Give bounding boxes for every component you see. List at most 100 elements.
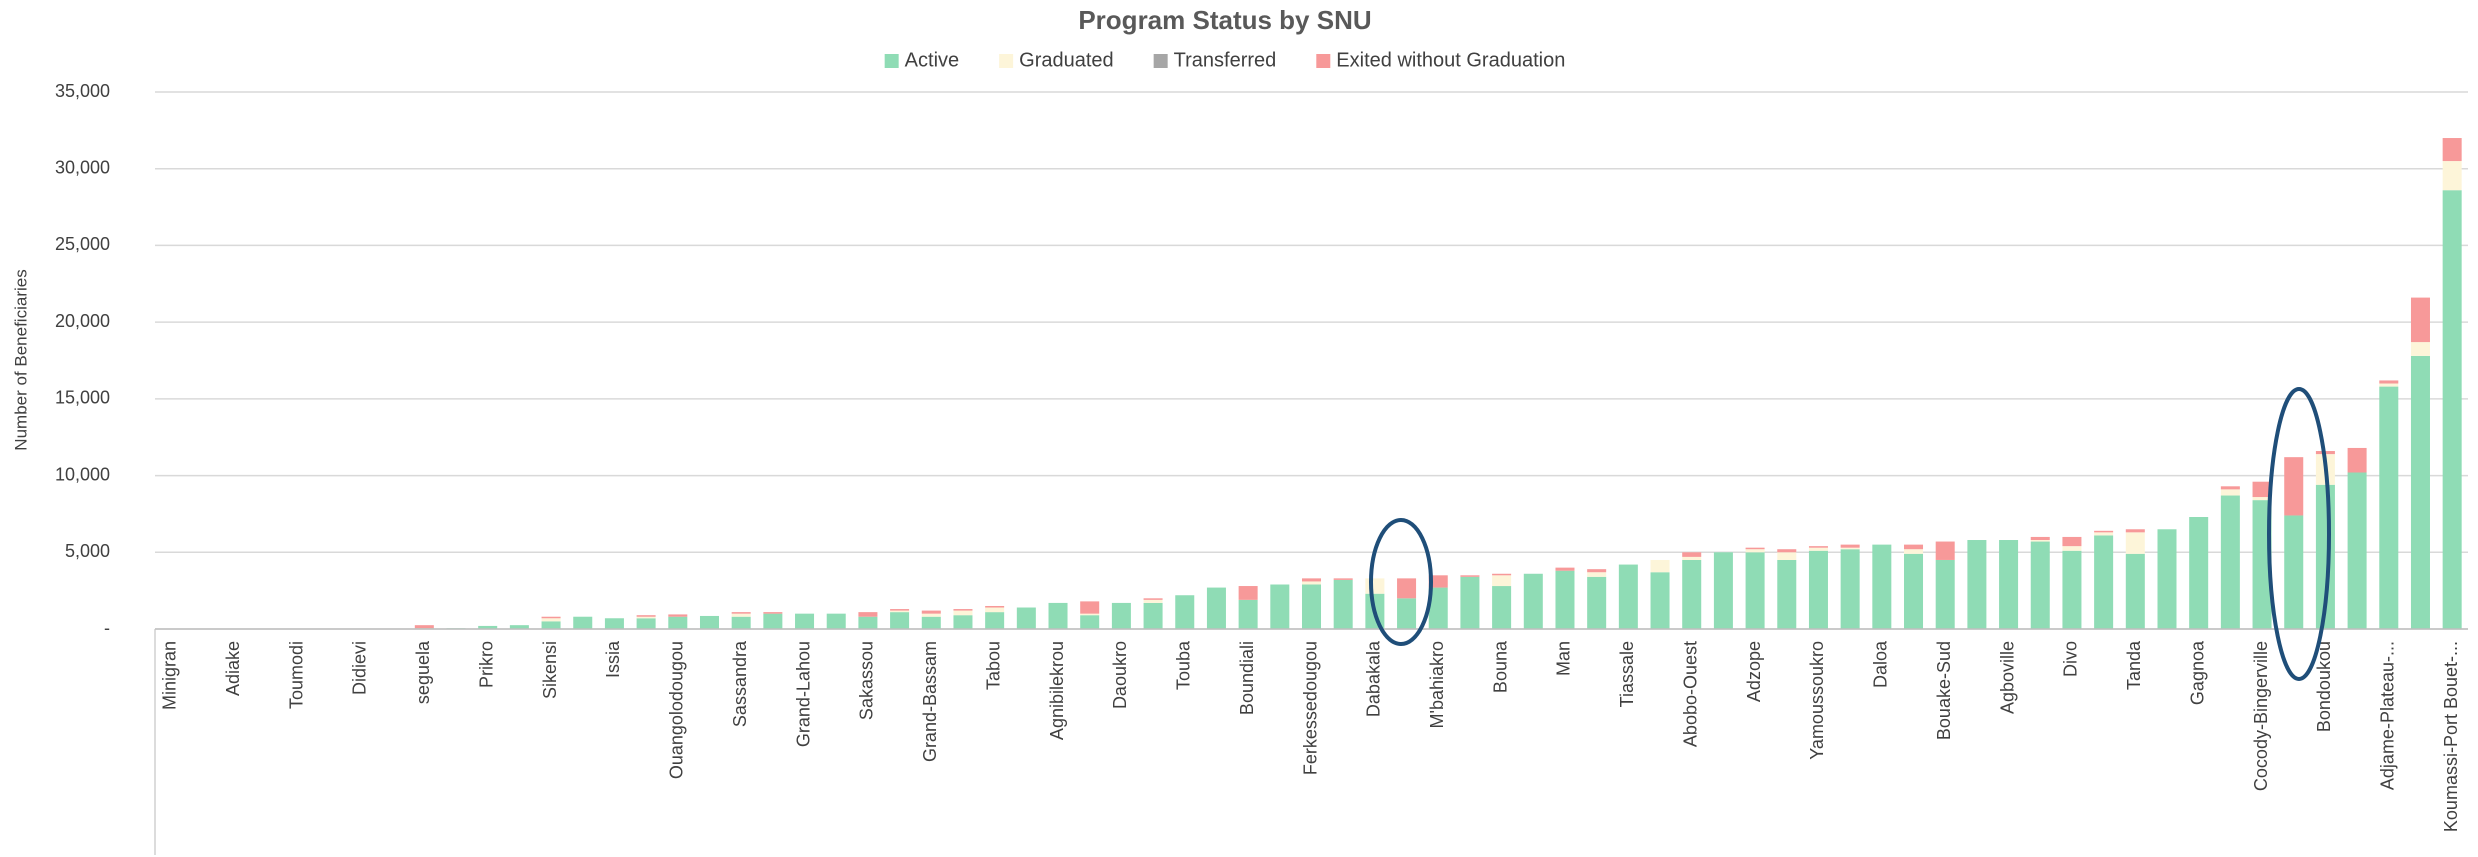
x-tick-label: Touba	[1174, 640, 1194, 690]
bar-segment	[1713, 552, 1733, 629]
bar-segment	[541, 618, 561, 622]
bar-segment	[1428, 575, 1448, 588]
bar-segment	[826, 613, 846, 629]
x-tick-label: Ouangolodougou	[667, 641, 687, 779]
bar-segment	[1460, 576, 1480, 629]
x-tick-label: Grand-Lahou	[793, 641, 813, 747]
bar-segment	[2030, 540, 2050, 542]
bar-segment	[731, 616, 751, 629]
x-tick-label: Tiassale	[1617, 641, 1637, 707]
bar-segment	[890, 610, 910, 613]
bar-segment	[1935, 559, 1955, 629]
bar-segment	[1777, 559, 1797, 629]
bar-segment	[1175, 595, 1195, 629]
bar-segment	[1238, 586, 1258, 600]
bar-segment	[636, 615, 656, 617]
bar-segment	[2220, 486, 2240, 490]
bar-segment	[1523, 573, 1543, 629]
bar-segment	[731, 613, 751, 617]
highlight-circle	[2267, 387, 2331, 681]
bar-segment	[2125, 532, 2145, 554]
bar-segment	[953, 615, 973, 629]
bar-segment	[2062, 550, 2082, 629]
x-tick-label: Koumassi-Port Bouet-...	[2441, 641, 2461, 832]
legend-label: Active	[905, 49, 959, 71]
x-tick-label: Tabou	[983, 641, 1003, 690]
bar-segment	[2379, 383, 2399, 387]
bar-segment	[731, 612, 751, 614]
y-tick-label: 10,000	[55, 464, 110, 484]
bar-segment	[1904, 544, 1924, 550]
bar-segment	[1333, 579, 1353, 629]
x-tick-label: Abobo-Ouest	[1680, 641, 1700, 747]
bar-segment	[921, 613, 941, 617]
bar-segment	[668, 614, 688, 617]
bar-segment	[921, 610, 941, 614]
bar-segment	[573, 616, 593, 629]
y-tick-label: 25,000	[55, 234, 110, 254]
bar-segment	[668, 616, 688, 629]
highlight-circle	[1369, 518, 1433, 646]
bar-segment	[1872, 544, 1892, 629]
x-tick-label: Divo	[2061, 641, 2081, 677]
bar-segment	[953, 610, 973, 616]
bar-segment	[2062, 546, 2082, 551]
bar-segment	[1587, 576, 1607, 629]
bar-segment	[763, 613, 783, 629]
bar-segment	[858, 616, 878, 629]
x-tick-label: Prikro	[476, 641, 496, 688]
x-tick-label: M'bahiakro	[1427, 641, 1447, 728]
bar-segment	[2094, 530, 2114, 533]
x-tick-label: Adjame-Plateau-...	[2378, 641, 2398, 790]
bar-segment	[1238, 599, 1258, 629]
bar-segment	[1080, 601, 1100, 614]
bar-segment	[1808, 546, 1828, 548]
bar-segment	[1777, 549, 1797, 553]
bar-segment	[2157, 529, 2177, 629]
bar-segment	[1682, 556, 1702, 560]
x-tick-label: Agboville	[1997, 641, 2017, 714]
bar-segment	[1492, 586, 1512, 629]
x-tick-label: Dabakala	[1364, 640, 1384, 717]
bar-segment	[1492, 575, 1512, 587]
bar-segment	[2442, 138, 2462, 162]
bar-segment	[636, 618, 656, 629]
bar-segment	[795, 613, 815, 629]
y-tick-label: -	[104, 618, 110, 638]
x-tick-label: Minigran	[160, 641, 180, 710]
y-tick-label: 35,000	[55, 81, 110, 101]
bar-segment	[1301, 584, 1322, 629]
bar-segment	[2347, 447, 2367, 473]
bar-segment	[1428, 587, 1448, 629]
x-tick-label: Didievi	[350, 641, 370, 695]
bar-segment	[1365, 578, 1385, 594]
bar-segment	[1555, 567, 1575, 571]
bar-segment	[1682, 559, 1702, 629]
legend-swatch	[1316, 54, 1331, 68]
bar-segment	[2347, 472, 2367, 629]
bar-segment	[1460, 575, 1480, 577]
x-tick-label: Sikensi	[540, 641, 560, 699]
bar-segment	[1967, 540, 1987, 629]
bar-segment	[2410, 355, 2430, 629]
bar-segment	[1143, 598, 1163, 600]
bar-segment	[1745, 549, 1765, 553]
x-tick-label: Agnibilekrou	[1047, 641, 1067, 740]
bar-segment	[1935, 541, 1955, 560]
chart-title: Program Status by SNU	[1078, 5, 1371, 35]
legend-swatch	[1153, 54, 1168, 68]
bar-segment	[414, 625, 434, 629]
bar-segment	[1618, 564, 1638, 629]
x-tick-label: Gagnoa	[2187, 640, 2207, 705]
bar-segment	[541, 616, 561, 619]
bar-segment	[2220, 495, 2240, 629]
bar-segment	[985, 607, 1005, 613]
bar-segment	[2062, 536, 2082, 547]
bar-segment	[699, 615, 719, 629]
bar-segment	[478, 625, 498, 629]
bar-segment	[604, 618, 624, 629]
legend-swatch	[999, 54, 1014, 68]
bar-segment	[2410, 297, 2430, 343]
bar-segment	[1301, 578, 1322, 582]
